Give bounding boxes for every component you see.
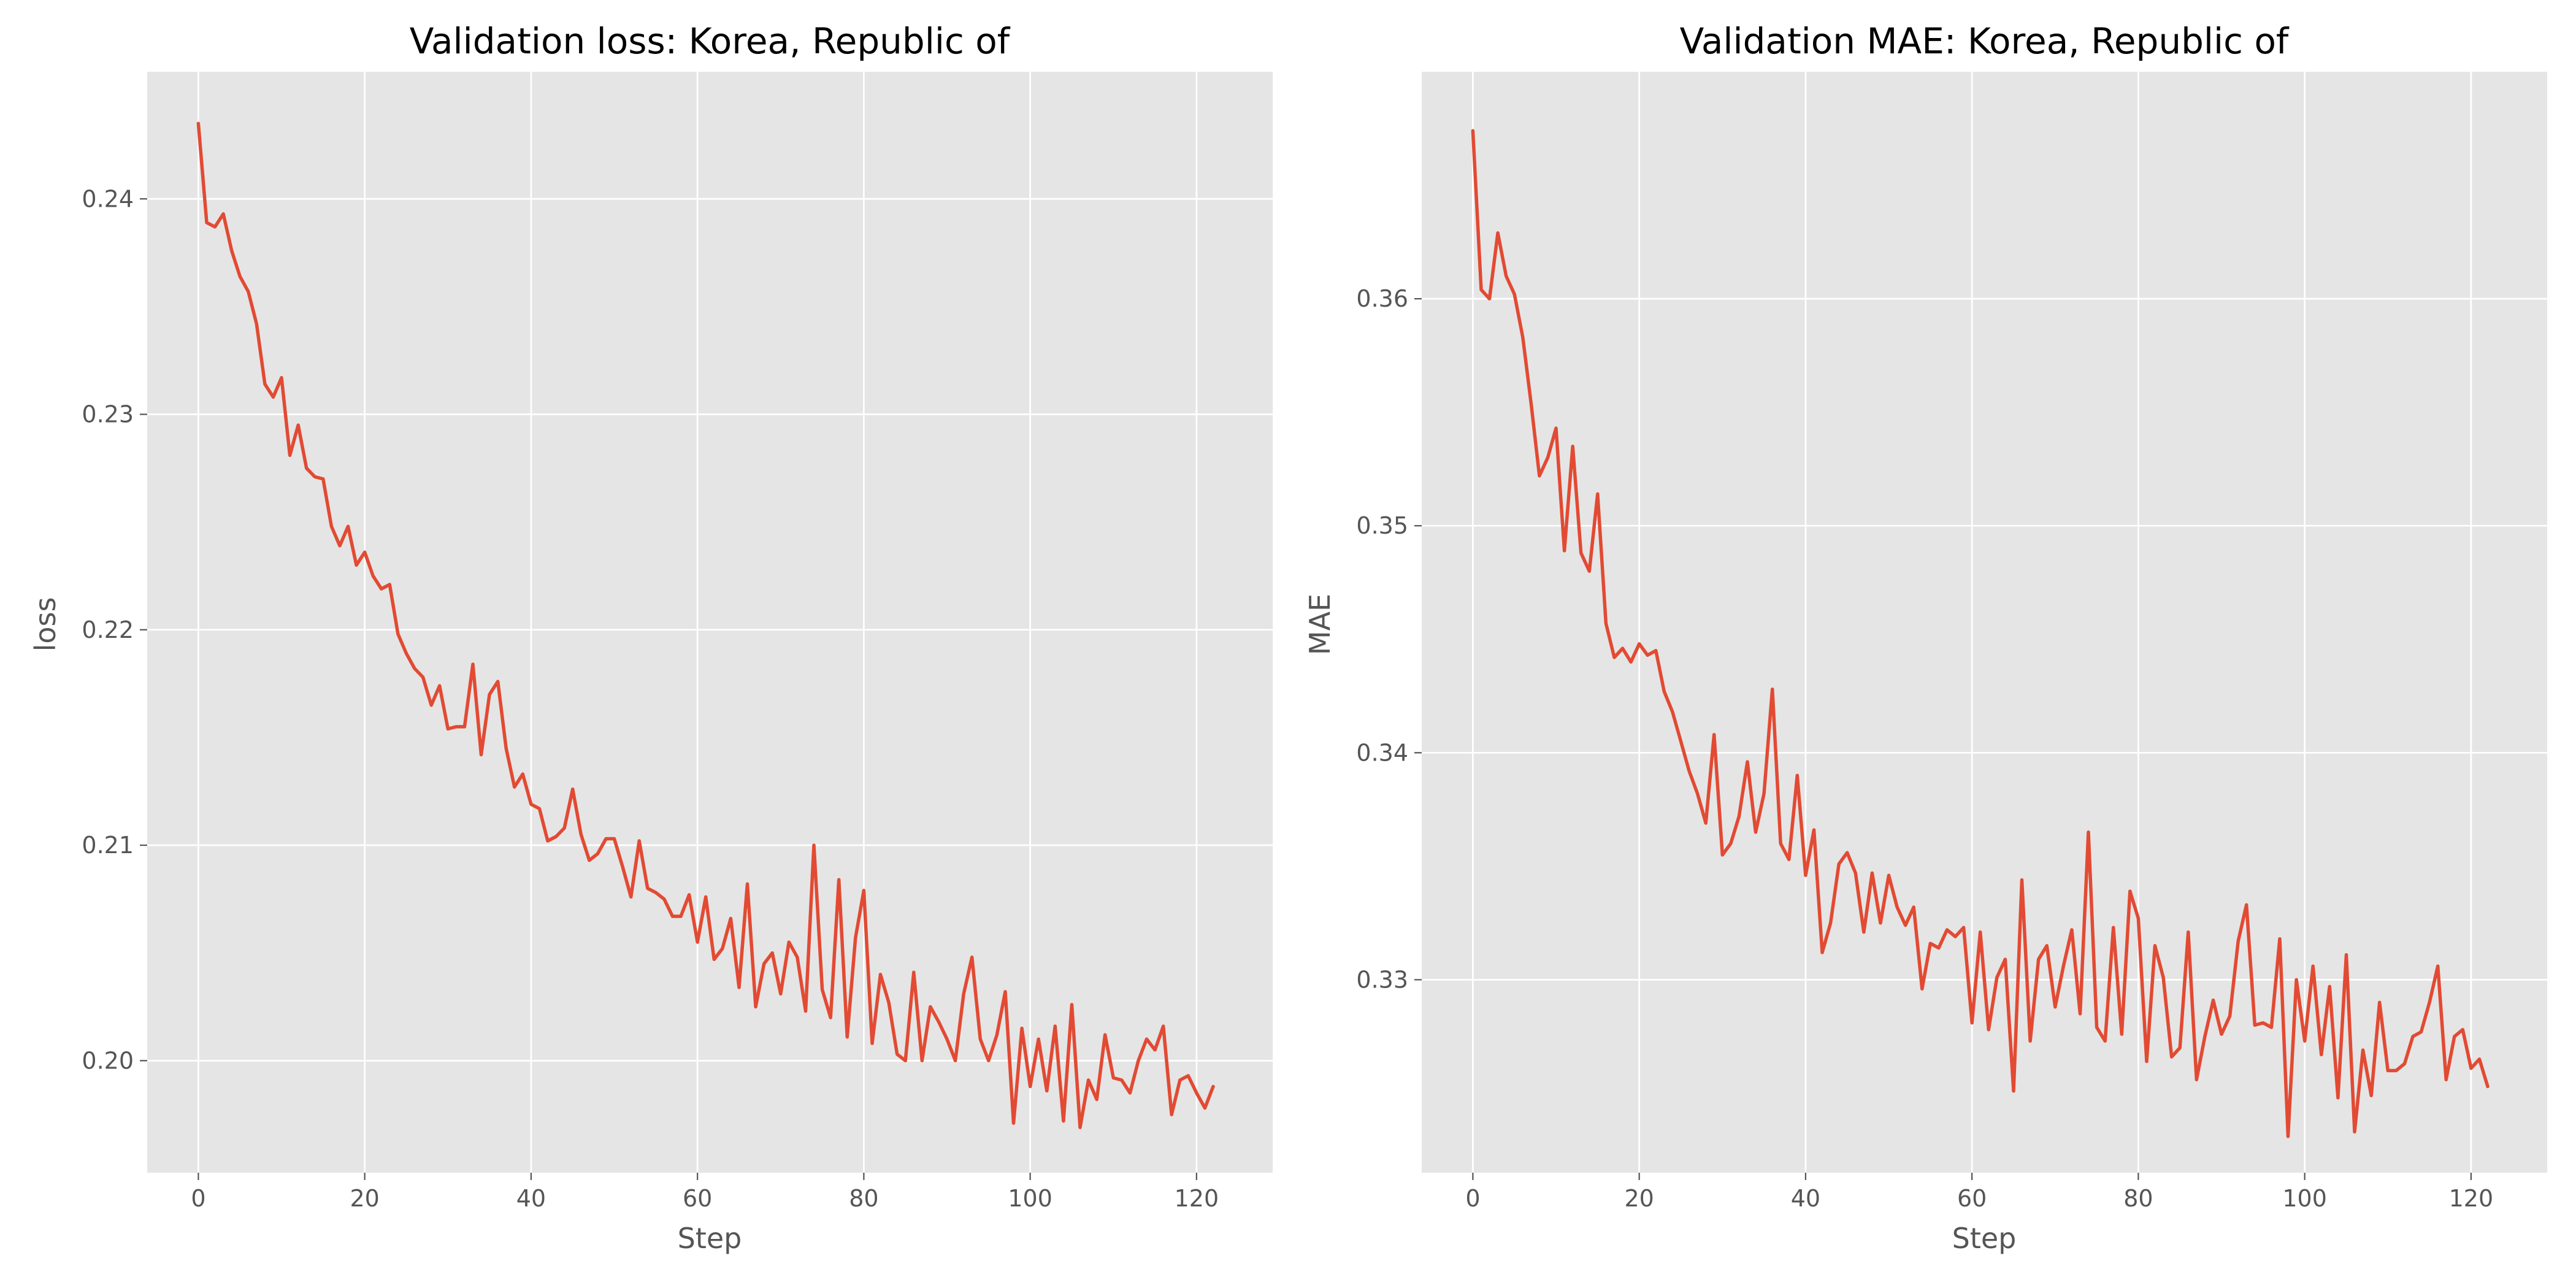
mae-chart-y-tick-label: 0.36 (1356, 285, 1408, 312)
mae-chart-x-tick-label: 40 (1791, 1185, 1820, 1212)
mae-chart-x-tick-label: 120 (2449, 1185, 2494, 1212)
loss-chart-y-tick-label: 0.23 (82, 401, 134, 428)
mae-chart-ylabel: MAE (1303, 594, 1336, 655)
loss-chart-ylabel: loss (29, 597, 62, 652)
mae-chart-series-line (1471, 129, 2490, 1138)
loss-chart-x-tick-label: 60 (683, 1185, 712, 1212)
mae-chart-x-tick-label: 100 (2282, 1185, 2327, 1212)
mae-chart: Validation MAE: Korea, Republic of Step … (1303, 20, 2547, 1255)
loss-chart-x-tick-label: 120 (1175, 1185, 1219, 1212)
loss-chart: Validation loss: Korea, Republic of Step… (29, 20, 1273, 1255)
mae-chart-x-tick-label: 80 (2123, 1185, 2153, 1212)
mae-chart-x-tick-label: 0 (1465, 1185, 1480, 1212)
mae-chart-title: Validation MAE: Korea, Republic of (1680, 20, 2290, 62)
mae-chart-x-tick-label: 60 (1957, 1185, 1987, 1212)
loss-chart-series-line (196, 121, 1215, 1129)
mae-chart-y-tick-label: 0.33 (1356, 966, 1408, 993)
loss-chart-y-tick-label: 0.24 (82, 185, 134, 212)
loss-chart-y-tick-label: 0.21 (82, 832, 134, 859)
loss-chart-x-tick-label: 80 (849, 1185, 878, 1212)
loss-chart-y-tick-label: 0.22 (82, 616, 134, 643)
loss-chart-x-tick-label: 20 (350, 1185, 379, 1212)
loss-chart-x-tick-label: 0 (191, 1185, 205, 1212)
loss-chart-plot-area (147, 72, 1273, 1173)
loss-chart-title: Validation loss: Korea, Republic of (410, 20, 1011, 62)
loss-chart-x-tick-label: 40 (516, 1185, 546, 1212)
mae-chart-y-tick-label: 0.34 (1356, 739, 1408, 766)
mae-chart-x-tick-label: 20 (1624, 1185, 1654, 1212)
loss-chart-y-tick-label: 0.20 (82, 1047, 134, 1074)
mae-chart-xlabel: Step (1952, 1222, 2017, 1255)
loss-chart-xlabel: Step (678, 1222, 742, 1255)
mae-chart-y-tick-label: 0.35 (1356, 512, 1408, 539)
loss-chart-x-tick-label: 100 (1008, 1185, 1052, 1212)
